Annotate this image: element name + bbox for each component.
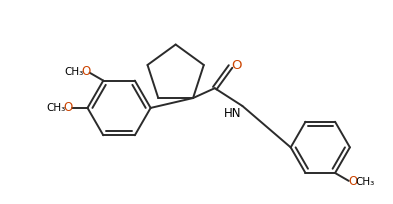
Text: HN: HN — [224, 107, 241, 120]
Text: O: O — [81, 65, 90, 78]
Text: CH₃: CH₃ — [46, 103, 66, 113]
Text: O: O — [63, 101, 72, 114]
Text: O: O — [348, 175, 357, 188]
Text: O: O — [231, 59, 242, 72]
Text: CH₃: CH₃ — [64, 67, 83, 77]
Text: CH₃: CH₃ — [355, 177, 374, 187]
